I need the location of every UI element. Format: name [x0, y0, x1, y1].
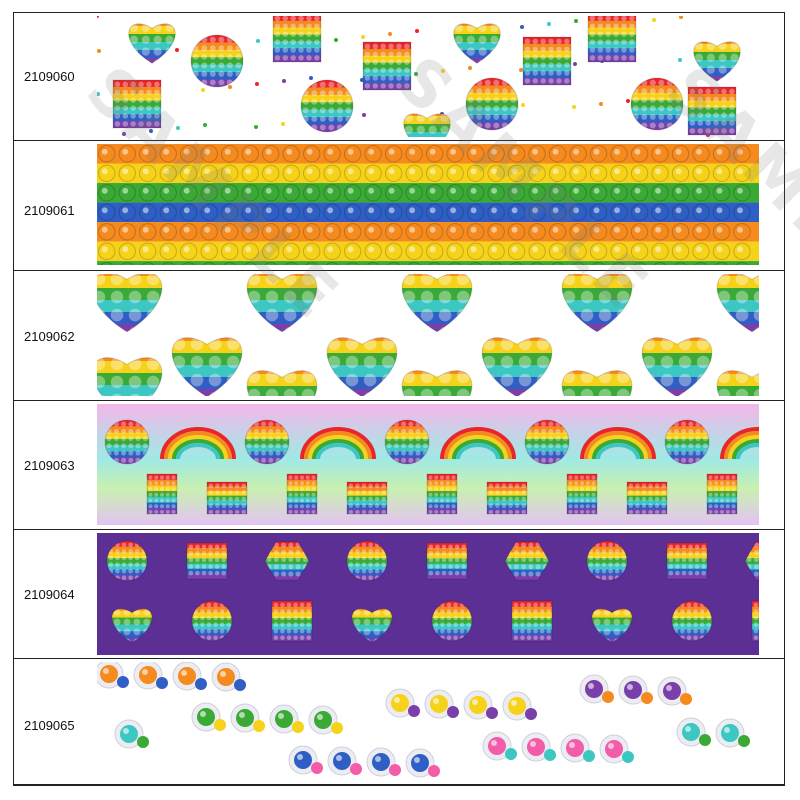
product-code: 2109062: [24, 329, 75, 344]
product-code: 2109064: [24, 587, 75, 602]
product-code: 2109060: [24, 69, 75, 84]
product-code: 2109065: [24, 718, 75, 733]
pattern-swatch[interactable]: [97, 274, 759, 396]
product-code: 2109063: [24, 458, 75, 473]
pattern-swatch[interactable]: [97, 16, 759, 137]
simple-dimple-pattern: [97, 662, 750, 778]
pop-it-shapes-pattern: [97, 16, 741, 137]
swatch-row[interactable]: 2109063: [14, 401, 784, 530]
swatch-row[interactable]: 2109060: [14, 13, 784, 141]
pattern-swatch[interactable]: [97, 404, 759, 525]
swatch-row[interactable]: 2109061: [14, 141, 784, 271]
pattern-swatch[interactable]: [97, 533, 759, 655]
swatch-row[interactable]: 2109062: [14, 271, 784, 401]
swatch-row[interactable]: 2109064: [14, 530, 784, 659]
swatch-row[interactable]: 2109065: [14, 659, 784, 785]
pastel-toys-pattern: [97, 404, 759, 525]
swatch-sheet: 2109060 2109061 2109062 2109063 2109064 …: [13, 12, 800, 786]
purple-shapes-pattern: [97, 533, 759, 655]
product-code: 2109061: [24, 203, 75, 218]
pattern-swatch[interactable]: [97, 144, 759, 265]
pattern-swatch[interactable]: [97, 662, 759, 782]
rainbow-hearts-pattern: [97, 274, 759, 396]
bubble-stripes-pattern: [97, 144, 759, 265]
